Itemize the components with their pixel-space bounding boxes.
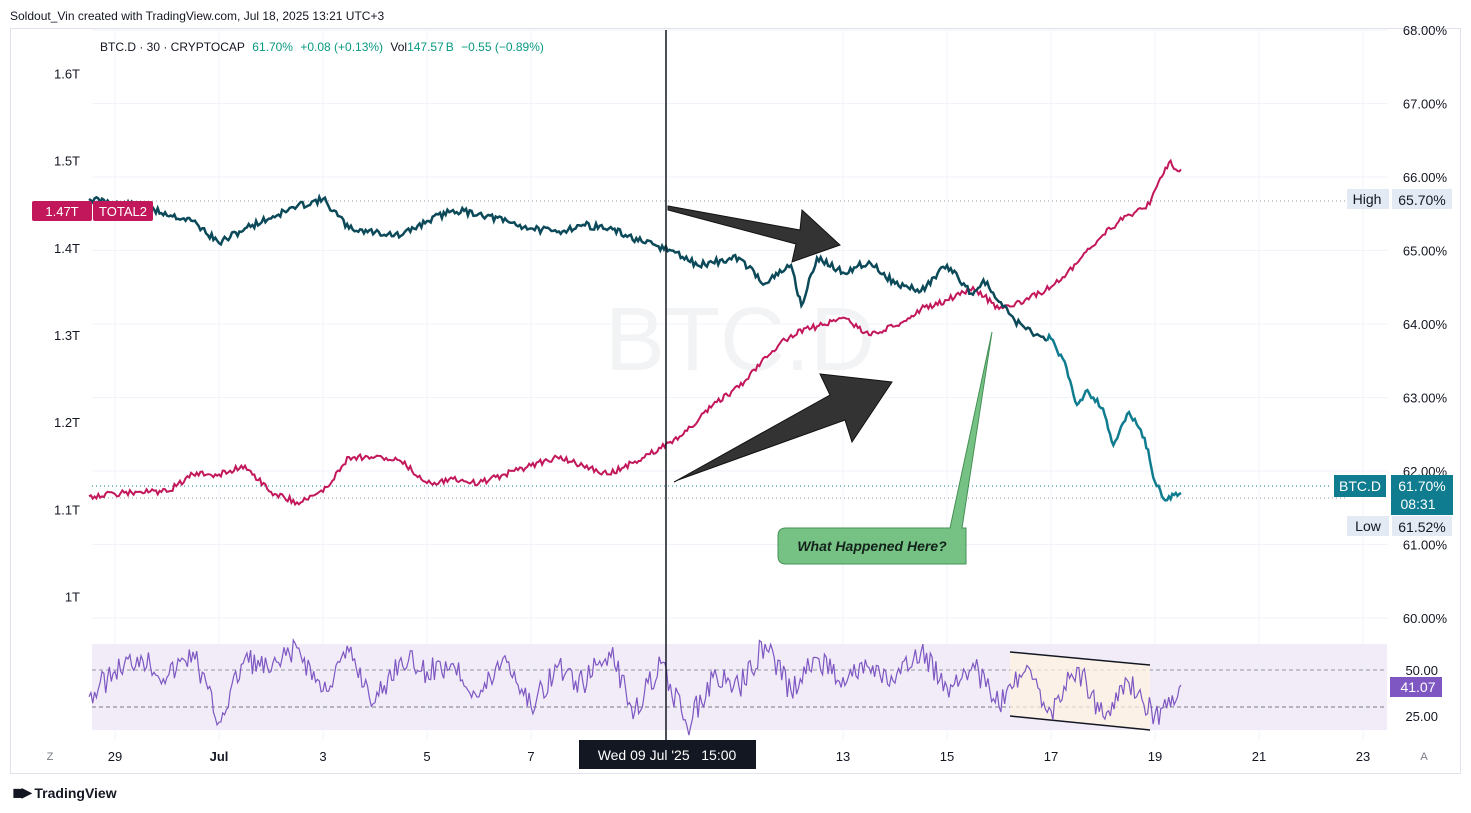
- x-axis-tick: 23: [1356, 749, 1370, 764]
- chart-frame: [10, 28, 1461, 774]
- tradingview-logo-icon: ◼▶: [12, 784, 32, 800]
- left-axis-tick: 1.5T: [54, 154, 80, 169]
- rsi-axis-tick: 25.00: [1405, 709, 1438, 724]
- footer-brand[interactable]: ◼▶ TradingView: [12, 784, 117, 801]
- btcd-name-badge: [1334, 475, 1386, 497]
- high-label-text: High: [1353, 191, 1382, 207]
- footer-brand-text: TradingView: [34, 784, 117, 801]
- left-axis-tick: 1.2T: [54, 415, 80, 430]
- rsi-axis[interactable]: 50.00 25.00: [1405, 663, 1438, 724]
- legend-vol-value: 147.57: [407, 40, 444, 54]
- left-axis-tick: 1.6T: [54, 67, 80, 82]
- left-price-axis[interactable]: 1.6T 1.5T 1.4T 1.3T 1.2T 1.1T 1T: [54, 67, 80, 605]
- btcd-value-text: 61.70%: [1398, 478, 1445, 494]
- rsi-value-text: 41.07: [1400, 679, 1435, 695]
- total2-value-text: 1.47T: [45, 204, 78, 219]
- left-axis-tick: 1T: [65, 589, 80, 604]
- right-axis-tick: 60.00%: [1403, 611, 1448, 626]
- btcd-name-text: BTC.D: [1339, 478, 1381, 494]
- time-axis[interactable]: 29 Jul 3 5 7 13 15 17 19 21 23: [108, 749, 1370, 764]
- x-axis-tick: 29: [108, 749, 122, 764]
- rsi-channel-top[interactable]: [1009, 651, 1151, 666]
- high-value-badge: [1392, 189, 1452, 209]
- btcd-series-line: [88, 193, 1048, 342]
- x-axis-tick: 17: [1044, 749, 1058, 764]
- total2-value-badge: [32, 201, 92, 221]
- x-axis-tick: 21: [1252, 749, 1266, 764]
- right-axis-tick: 65.00%: [1403, 243, 1448, 258]
- legend[interactable]: BTC.D · 30 · CRYPTOCAP 61.70% +0.08 (+0.…: [100, 40, 548, 54]
- total2-name-badge: [93, 201, 153, 221]
- callout-box[interactable]: [777, 331, 993, 565]
- legend-symbol[interactable]: BTC.D · 30 · CRYPTOCAP: [100, 40, 245, 54]
- right-axis-tick: 64.00%: [1403, 317, 1448, 332]
- rsi-channel-fill: [1010, 652, 1150, 730]
- right-axis-tick: 61.00%: [1403, 537, 1448, 552]
- x-axis-tick: 5: [423, 749, 430, 764]
- high-value-text: 65.70%: [1398, 192, 1445, 208]
- legend-vol-unit: B: [445, 40, 454, 54]
- left-axis-tick: 1.3T: [54, 328, 80, 343]
- legend-vol-change: −0.55 (−0.89%): [461, 40, 544, 54]
- right-axis-tick: 66.00%: [1403, 170, 1448, 185]
- btcd-value-badge: [1391, 475, 1453, 515]
- rsi-value-badge: [1390, 677, 1442, 697]
- rsi-axis-tick: 50.00: [1405, 663, 1438, 678]
- left-axis-tick: 1.1T: [54, 502, 80, 517]
- btcd-series-line-recent: [1045, 332, 1182, 502]
- low-label-badge: [1347, 516, 1389, 536]
- x-axis-tick: 19: [1148, 749, 1162, 764]
- total2-series-line: [88, 158, 1182, 507]
- right-axis-tick: 63.00%: [1403, 390, 1448, 405]
- rsi-series-line: [88, 638, 1182, 736]
- axis-zoom-button[interactable]: Z: [47, 751, 54, 763]
- callout-text: What Happened Here?: [797, 538, 947, 554]
- total2-name-text: TOTAL2: [99, 204, 147, 219]
- legend-change: +0.08 (+0.13%): [300, 40, 384, 54]
- x-axis-tick: 3: [319, 749, 326, 764]
- watermark: BTC.D: [605, 290, 875, 390]
- right-axis-tick: 68.00%: [1403, 23, 1448, 38]
- crosshair-date-badge: [579, 740, 756, 769]
- left-axis-tick: 1.4T: [54, 241, 80, 256]
- legend-vol-label: Vol: [390, 40, 408, 54]
- low-value-badge: [1392, 516, 1452, 536]
- down-arrow-drawing[interactable]: [667, 205, 841, 263]
- high-label-badge: [1347, 189, 1389, 209]
- axis-auto-button[interactable]: A: [1420, 751, 1428, 763]
- low-value-text: 61.52%: [1398, 519, 1445, 535]
- x-axis-tick: Jul: [210, 749, 229, 764]
- chart-attribution: Soldout_Vin created with TradingView.com…: [10, 9, 385, 23]
- up-arrow-drawing[interactable]: [673, 373, 893, 483]
- legend-price: 61.70%: [252, 40, 293, 54]
- x-axis-tick: 7: [527, 749, 534, 764]
- right-axis-tick: 67.00%: [1403, 96, 1448, 111]
- x-axis-tick: 13: [836, 749, 850, 764]
- low-label-text: Low: [1355, 518, 1382, 534]
- crosshair-date-text: Wed 09 Jul '25 15:00: [598, 747, 737, 763]
- btcd-timer-text: 08:31: [1400, 496, 1435, 512]
- rsi-channel-bottom[interactable]: [1009, 715, 1151, 731]
- x-axis-tick: 15: [940, 749, 954, 764]
